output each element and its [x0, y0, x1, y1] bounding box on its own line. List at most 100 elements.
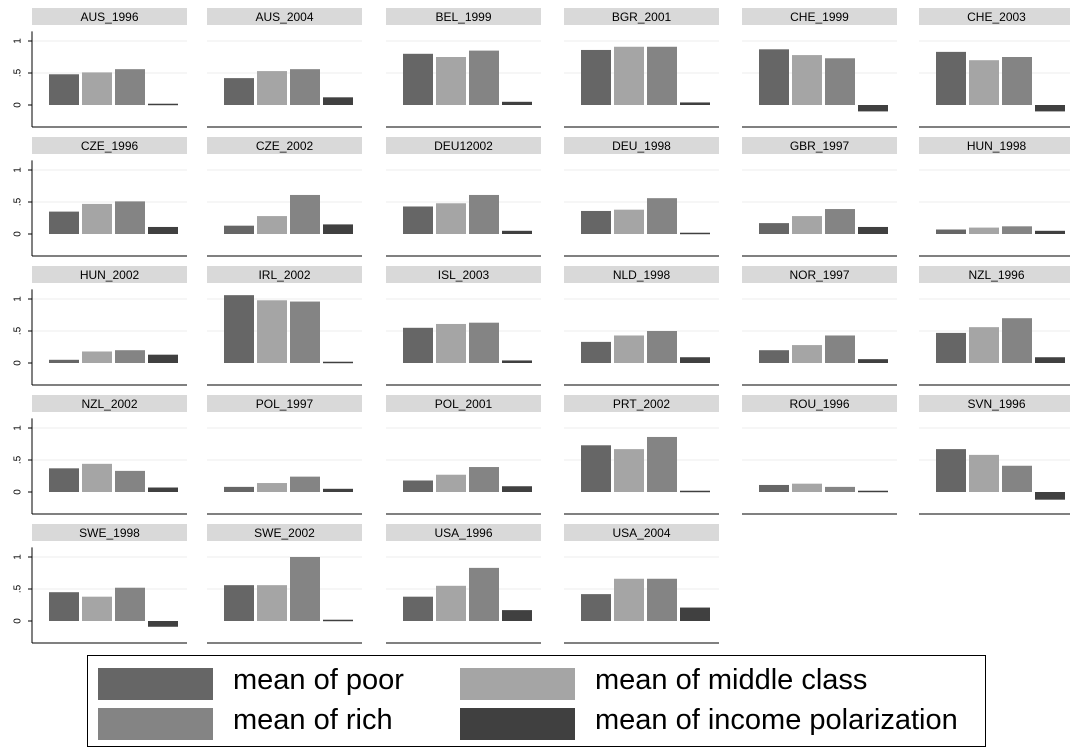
panel-title: DEU_1998: [612, 139, 671, 153]
bar-middle-class: [614, 578, 644, 621]
panel-title: SWE_2002: [254, 526, 315, 540]
bar-income-polarization: [148, 487, 178, 492]
panel-strip: [564, 137, 719, 154]
bar-poor: [403, 480, 433, 492]
bar-poor: [403, 53, 433, 105]
bar-poor: [224, 486, 254, 492]
bar-income-polarization: [680, 490, 710, 493]
y-tick-label: .5: [13, 197, 24, 206]
bar-poor: [581, 445, 611, 492]
panel: SWE_2002: [207, 524, 362, 644]
bar-rich: [825, 486, 855, 492]
bar-poor: [936, 51, 966, 105]
panel: AUS_1996 0 .5 1: [13, 8, 187, 128]
bar-middle-class: [792, 216, 822, 234]
bar-middle-class: [792, 345, 822, 363]
bar-income-polarization: [1035, 230, 1065, 234]
panel: CZE_2002: [207, 137, 362, 257]
panel: SWE_1998 0 .5 1: [13, 524, 187, 644]
bar-middle-class: [614, 335, 644, 363]
y-tick-label: 1: [13, 425, 24, 431]
y-tick-label: .5: [13, 455, 24, 464]
bar-poor: [49, 592, 79, 621]
bar-poor: [581, 210, 611, 234]
bar-poor: [49, 468, 79, 492]
panel-strip: [564, 266, 719, 283]
panel-strip: [386, 395, 541, 412]
bar-middle-class: [257, 585, 287, 621]
bar-rich: [647, 578, 677, 621]
bar-rich: [115, 587, 145, 621]
panel-strip: [742, 8, 897, 25]
bar-income-polarization: [858, 359, 888, 363]
bar-middle-class: [82, 72, 112, 105]
panel: ISL_2003: [386, 266, 541, 386]
bar-middle-class: [436, 203, 466, 234]
bar-rich: [825, 335, 855, 363]
bar-rich: [115, 201, 145, 234]
bar-middle-class: [257, 483, 287, 492]
bar-income-polarization: [1035, 357, 1065, 363]
legend-swatch-income-polarization: [460, 708, 575, 740]
panel-strip: [919, 137, 1070, 154]
bar-income-polarization: [502, 360, 532, 363]
bar-poor: [403, 206, 433, 234]
panel-strip: [32, 395, 187, 412]
bar-rich: [469, 194, 499, 234]
panel: HUN_1998: [919, 137, 1070, 257]
panel-strip: [742, 137, 897, 154]
bar-poor: [581, 594, 611, 621]
bar-middle-class: [82, 463, 112, 492]
panel-strip: [386, 137, 541, 154]
bar-rich: [647, 46, 677, 105]
bar-middle-class: [82, 203, 112, 234]
bar-income-polarization: [323, 619, 353, 622]
bar-rich: [290, 476, 320, 492]
panel: BEL_1999: [386, 8, 541, 128]
panel-title: PRT_2002: [613, 397, 670, 411]
bar-middle-class: [969, 327, 999, 363]
panel-title: AUS_2004: [255, 10, 313, 24]
panel-title: SVN_1996: [967, 397, 1025, 411]
bar-middle-class: [792, 483, 822, 492]
bar-middle-class: [969, 60, 999, 105]
panel-title: HUN_2002: [80, 268, 140, 282]
y-tick-label: 0: [13, 231, 24, 237]
legend-label-poor: mean of poor: [233, 664, 404, 696]
panel-strip: [564, 524, 719, 541]
legend-swatch-rich: [98, 708, 213, 740]
panel: AUS_2004: [207, 8, 362, 128]
panel: IRL_2002: [207, 266, 362, 386]
bar-income-polarization: [680, 357, 710, 363]
bar-poor: [581, 49, 611, 105]
bar-middle-class: [436, 323, 466, 363]
panel-title: CZE_2002: [256, 139, 314, 153]
panel: POL_2001: [386, 395, 541, 515]
bar-rich: [469, 322, 499, 363]
bar-income-polarization: [323, 97, 353, 105]
panel-strip: [207, 395, 362, 412]
panel-title: CHE_2003: [967, 10, 1026, 24]
bar-income-polarization: [323, 224, 353, 234]
panel: NZL_1996: [919, 266, 1070, 386]
legend-label-middle-class: mean of middle class: [595, 664, 868, 696]
bar-rich: [825, 58, 855, 105]
bar-rich: [647, 436, 677, 492]
panel-strip: [32, 524, 187, 541]
bar-rich: [290, 194, 320, 234]
panel-title: SWE_1998: [79, 526, 140, 540]
bar-poor: [581, 341, 611, 363]
panel-strip: [32, 8, 187, 25]
panel-title: POL_2001: [435, 397, 493, 411]
bar-rich: [469, 567, 499, 621]
panel: DEU12002: [386, 137, 541, 257]
panel-title: NZL_2002: [81, 397, 137, 411]
bar-middle-class: [969, 454, 999, 492]
panel-title: NZL_1996: [968, 268, 1024, 282]
legend-label-income-polarization: mean of income polarization: [595, 704, 958, 736]
panel: USA_1996: [386, 524, 541, 644]
bar-rich: [115, 470, 145, 492]
y-tick-label: 1: [13, 167, 24, 173]
bar-income-polarization: [680, 232, 710, 235]
bar-rich: [469, 467, 499, 492]
